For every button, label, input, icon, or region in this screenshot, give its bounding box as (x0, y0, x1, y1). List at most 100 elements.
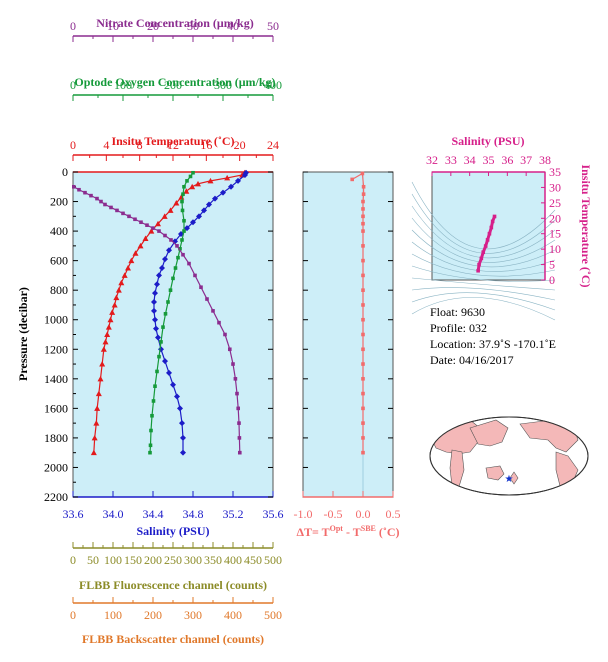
salinity-point (159, 265, 165, 272)
temperature-tick-label: 16 (200, 138, 212, 152)
t-s-point (477, 262, 481, 267)
dt-tick-label: 0.5 (386, 507, 401, 521)
t-point (350, 177, 354, 182)
t-s-point (492, 214, 497, 219)
inset-x-tick-label: 32 (426, 153, 438, 167)
t-point (361, 244, 365, 248)
profile-number: Profile: 032 (430, 321, 487, 335)
fluorescence-tick-label: 0 (70, 553, 76, 567)
optode-oxygen-concentration-point (148, 450, 152, 455)
density-contour (411, 297, 556, 321)
insitu-temperature-point (167, 207, 174, 213)
insitu-temperature-point (111, 301, 118, 308)
optode-oxygen-concentration-point (149, 428, 153, 433)
nitrate-concentration-point (95, 196, 99, 201)
pressure-tick-label: 2000 (44, 460, 68, 474)
salinity-point (174, 393, 180, 400)
pressure-tick-label: 1600 (44, 401, 68, 415)
fluorescence-tick-label: 300 (184, 553, 202, 567)
temperature-tick-label: 24 (267, 138, 279, 152)
salinity-point (155, 334, 161, 341)
insitu-temperature-point (109, 309, 116, 315)
salinity-point (162, 256, 168, 263)
nitrate-concentration-point (238, 450, 242, 455)
inset-y-tick-label: 10 (549, 242, 561, 256)
nitrate-tick-label: 40 (227, 19, 239, 33)
optode-oxygen-concentration-point (180, 199, 184, 204)
insitu-temperature-point (93, 420, 100, 426)
oxygen-tick-label: 0 (70, 78, 76, 92)
inset-y-tick-label: 5 (549, 258, 555, 272)
temperature-tick-label: 12 (167, 138, 179, 152)
salinity-point (151, 307, 157, 314)
insitu-temperature-point (183, 188, 190, 194)
fluorescence-tick-label: 100 (104, 553, 122, 567)
salinity-tick-label: 34.0 (103, 507, 124, 521)
optode-oxygen-concentration-point (180, 208, 185, 213)
density-contour (411, 193, 556, 254)
salinity-tick-label: 35.2 (223, 507, 244, 521)
nitrate-concentration-point (163, 233, 167, 238)
optode-oxygen-concentration-point (178, 247, 182, 251)
insitu-temperature-point (137, 242, 144, 249)
t-point (361, 436, 365, 440)
fluorescence-axis-label: FLBB Fluorescence channel (counts) (79, 578, 267, 592)
t-point (361, 421, 365, 425)
inset-y-tick-label: 25 (549, 196, 561, 210)
insitu-temperature-point (107, 316, 114, 323)
salinity-point (166, 369, 172, 376)
nitrate-tick-label: 20 (147, 19, 159, 33)
insitu-temperature-point (173, 200, 180, 206)
backscatter-tick-label: 300 (184, 608, 202, 622)
temperature-tick-label: 8 (137, 138, 143, 152)
salinity-point (177, 405, 183, 412)
density-contour (411, 287, 556, 301)
optode-oxygen-concentration-point (182, 184, 186, 189)
insitu-temperature-point (148, 228, 155, 234)
nitrate-concentration-point (233, 377, 238, 381)
salinity-point (152, 316, 158, 323)
fluorescence-tick-label: 400 (224, 553, 242, 567)
salinity-point (180, 449, 186, 456)
nitrate-concentration-point (237, 421, 241, 425)
salinity-point (242, 171, 248, 178)
nitrate-concentration-point (175, 244, 179, 248)
dt-axis-label: ΔT= TOpt - TSBE (˚C) (296, 524, 399, 539)
density-contour (411, 205, 556, 259)
salinity-point (153, 325, 159, 332)
pressure-tick-label: 1200 (44, 342, 68, 356)
world-map: ★ (429, 416, 589, 496)
nitrate-concentration-point (109, 205, 113, 210)
t-point (361, 347, 365, 352)
optode-oxygen-concentration-point (151, 399, 156, 403)
backscatter-tick-label: 200 (144, 608, 162, 622)
insitu-temperature-point (90, 449, 97, 456)
insitu-temperature-point (125, 265, 131, 271)
insitu-temperature-point (99, 361, 106, 367)
insitu-temperature-point (155, 220, 161, 227)
salinity-point (201, 207, 207, 214)
fluorescence-tick-label: 500 (264, 553, 282, 567)
optode-oxygen-concentration-point (180, 238, 184, 242)
t-point (361, 258, 365, 263)
backscatter-tick-label: 400 (224, 608, 242, 622)
optode-oxygen-concentration-point (161, 325, 165, 329)
optode-oxygen-concentration-point (173, 266, 178, 270)
inset-salinity-axis-label: Salinity (PSU) (451, 134, 524, 148)
t-s-point (485, 238, 490, 242)
t-point (361, 288, 365, 292)
salinity-axis-label: Salinity (PSU) (136, 524, 209, 538)
t-s-point (483, 244, 488, 248)
nitrate-tick-label: 30 (187, 19, 199, 33)
nitrate-tick-label: 50 (267, 19, 279, 33)
t-point (361, 303, 365, 307)
oxygen-axis-label: Optode Oxygen Concentration (μm/kg) (74, 75, 275, 89)
t-point (361, 192, 366, 196)
pressure-tick-label: 1400 (44, 372, 68, 386)
insitu-temperature-point (115, 287, 122, 293)
insitu-temperature-point (161, 213, 168, 219)
optode-oxygen-concentration-point (166, 300, 170, 304)
t-point (361, 184, 366, 189)
salinity-point (170, 381, 176, 388)
inset-y-tick-label: 20 (549, 211, 561, 225)
